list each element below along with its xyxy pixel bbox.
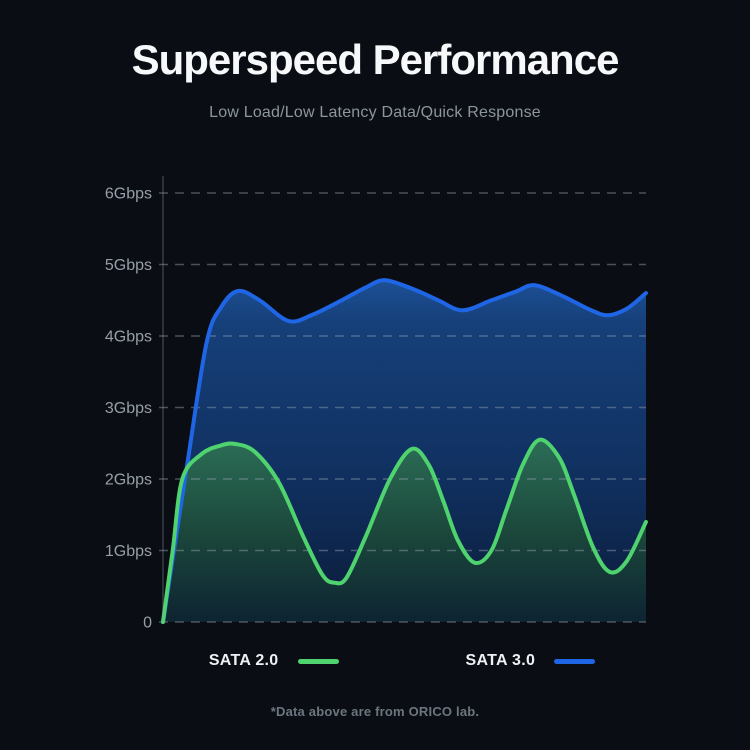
page-title: Superspeed Performance (131, 36, 620, 83)
chart-areas (163, 280, 646, 622)
y-axis-label-0: 0 (143, 615, 152, 632)
y-axis-label-2gbps: 2Gbps (105, 472, 152, 489)
footer-note: *Data above are from ORICO lab. (270, 704, 480, 719)
y-axis-label-4gbps: 4Gbps (105, 329, 152, 346)
y-axis-tick-labels: 6Gbps 5Gbps 4Gbps 3Gbps 2Gbps 1Gbps 0 (105, 186, 152, 632)
y-axis-label-1gbps: 1Gbps (105, 543, 152, 560)
y-axis-label-3gbps: 3Gbps (105, 400, 152, 417)
page-subtitle: Low Load/Low Latency Data/Quick Response (209, 104, 541, 121)
legend-item-sata-3-0: SATA 3.0 (466, 652, 596, 670)
legend-label-sata-3-0: SATA 3.0 (465, 652, 536, 669)
sata-2-0-line (161, 437, 648, 624)
sata-2-0-area (163, 439, 646, 622)
legend-item-sata-2-0: SATA 2.0 (209, 652, 339, 670)
sata-3-0-line (161, 278, 648, 624)
legend-swatch-sata-2-0-line (297, 658, 339, 664)
y-axis-label-5gbps: 5Gbps (105, 257, 152, 274)
chart-lines (161, 278, 648, 624)
legend-label-sata-2-0: SATA 2.0 (208, 652, 279, 669)
chart-gridlines (159, 192, 646, 623)
y-axis-label-6gbps: 6Gbps (105, 186, 152, 203)
legend-swatch-sata-3-0-line (554, 658, 596, 664)
chart-legend: SATA 2.0 SATA 3.0 (27, 652, 750, 670)
